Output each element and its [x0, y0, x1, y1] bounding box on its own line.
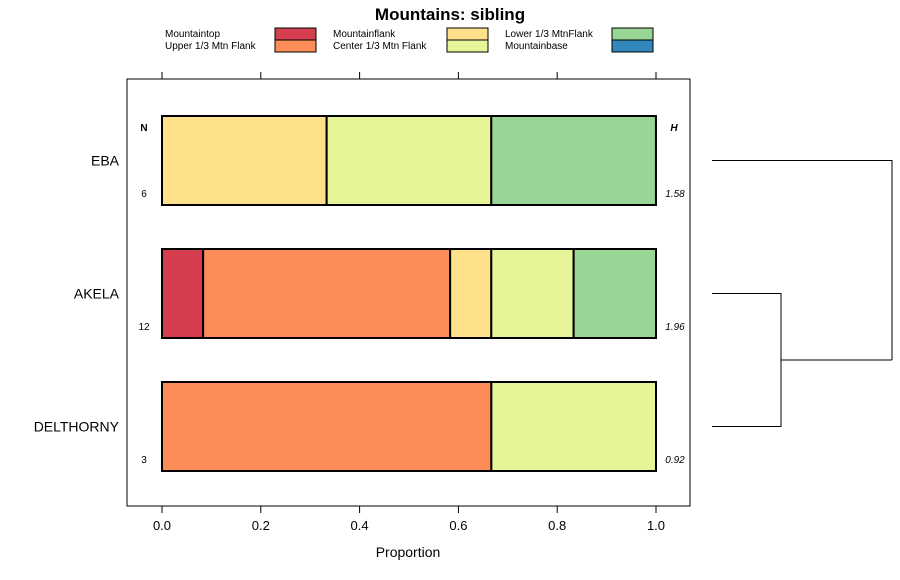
h-value: 0.92	[665, 455, 685, 466]
legend-swatch	[274, 27, 317, 41]
legend-label: Mountainflank	[333, 29, 396, 40]
bar-segment	[490, 115, 657, 206]
n-header: N	[140, 123, 147, 134]
bar-segment	[490, 381, 657, 472]
legend-swatch	[611, 27, 654, 41]
bar-segment	[161, 248, 205, 339]
dendrogram	[712, 160, 893, 427]
category-label: EBA	[91, 153, 120, 169]
plot-frame	[126, 78, 691, 507]
h-header: H	[670, 123, 678, 134]
h-value: 1.96	[665, 322, 685, 333]
bar-segment	[161, 115, 328, 206]
bar-segment	[490, 248, 575, 339]
x-tick-label: 0.8	[548, 518, 566, 533]
x-tick-label: 0.6	[449, 518, 467, 533]
bar-segment	[572, 248, 658, 339]
n-value: 12	[138, 322, 150, 333]
dendrogram-branch	[712, 160, 893, 360]
x-tick-label: 0.2	[252, 518, 270, 533]
chart-title: Mountains: sibling	[375, 5, 525, 24]
legend-swatch	[446, 39, 489, 53]
x-axis-title: Proportion	[376, 544, 441, 560]
bar-segment	[161, 381, 493, 472]
x-axis: 0.0 0.2 0.4 0.6 0.8 1.0	[153, 72, 665, 533]
bar-segment	[325, 115, 493, 206]
legend-swatch	[446, 27, 489, 41]
legend-label: Mountaintop	[165, 29, 220, 40]
h-value: 1.58	[665, 189, 685, 200]
legend-swatch	[274, 39, 317, 53]
n-value: 6	[141, 189, 147, 200]
category-label: DELTHORNY	[34, 419, 120, 435]
bar-annotations: 6 12 3 1.58 1.96 0.92	[138, 189, 685, 466]
legend-label: Center 1/3 Mtn Flank	[333, 41, 427, 52]
dendrogram-branch	[712, 293, 782, 427]
category-label: AKELA	[74, 286, 120, 302]
bar-segment	[202, 248, 452, 339]
legend-label: Upper 1/3 Mtn Flank	[165, 41, 257, 52]
n-value: 3	[141, 455, 147, 466]
bars	[161, 115, 658, 472]
legend-label: Mountainbase	[505, 41, 568, 52]
category-labels: EBA AKELA DELTHORNY	[34, 153, 120, 435]
legend-swatch	[611, 39, 654, 53]
legend-label: Lower 1/3 MtnFlank	[505, 29, 594, 40]
x-tick-label: 0.4	[351, 518, 369, 533]
x-tick-label: 0.0	[153, 518, 171, 533]
x-tick-label: 1.0	[647, 518, 665, 533]
bar-segment	[449, 248, 493, 339]
